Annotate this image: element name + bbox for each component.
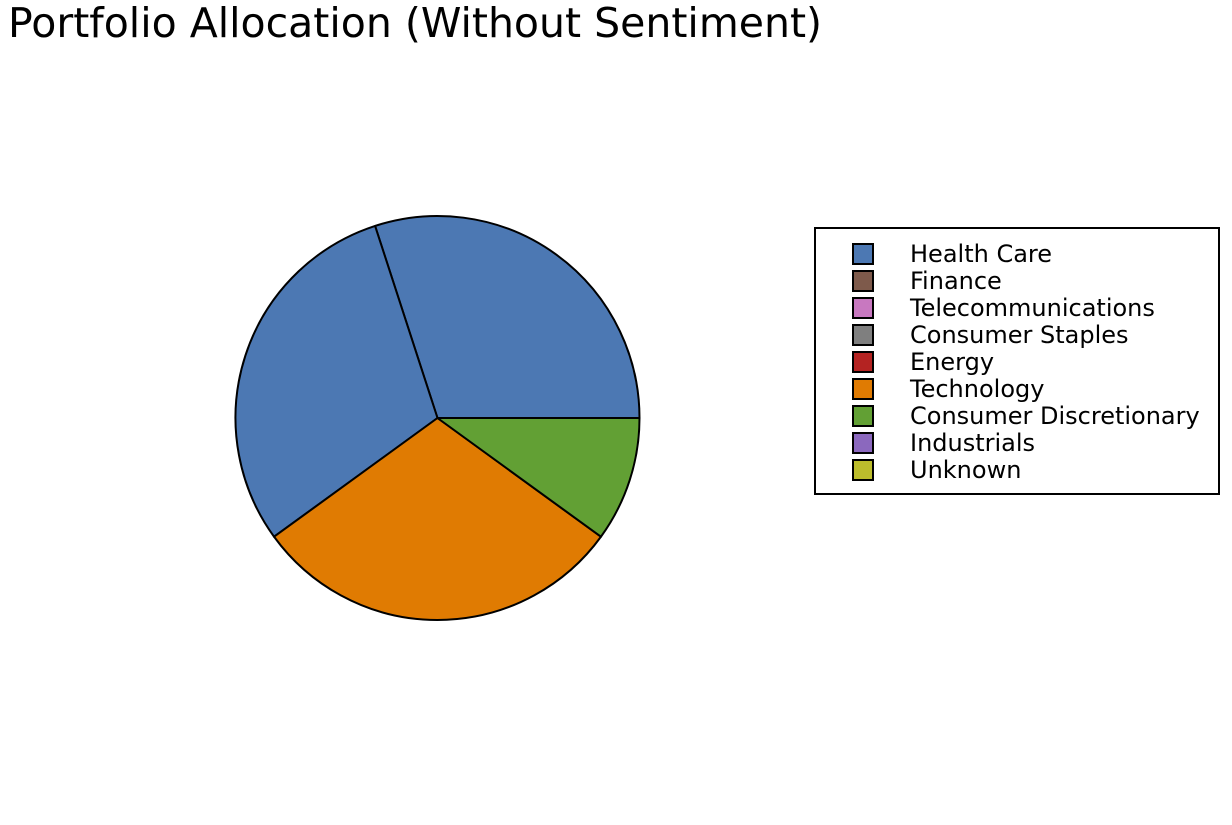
legend-swatch-health-care: [852, 243, 874, 265]
legend-swatch-telecommunications: [852, 297, 874, 319]
legend-item-energy: Energy: [852, 349, 994, 375]
pie-slice-consumer-discretionary-3: [436, 417, 641, 538]
legend-label-energy: Energy: [910, 348, 995, 376]
legend-item-finance: Finance: [852, 268, 1002, 294]
legend-item-unknown: Unknown: [852, 457, 1021, 483]
legend-swatch-industrials: [852, 432, 874, 454]
legend-label-consumer-discretionary: Consumer Discretionary: [910, 402, 1200, 430]
legend-label-consumer-staples: Consumer Staples: [910, 321, 1129, 349]
legend-label-unknown: Unknown: [910, 456, 1022, 484]
legend-label-industrials: Industrials: [910, 429, 1036, 457]
legend-label-technology: Technology: [910, 375, 1045, 403]
legend-swatch-energy: [852, 351, 874, 373]
legend-swatch-technology: [852, 378, 874, 400]
legend-swatch-consumer-staples: [852, 324, 874, 346]
legend-label-finance: Finance: [910, 267, 1002, 295]
legend-item-industrials: Industrials: [852, 430, 1035, 456]
pie-slice-health-care-0: [374, 215, 641, 419]
legend-swatch-finance: [852, 270, 874, 292]
pie-slice-technology-2: [273, 417, 602, 621]
legend-label-health-care: Health Care: [910, 240, 1053, 268]
legend-item-consumer-discretionary: Consumer Discretionary: [852, 403, 1200, 429]
legend-label-telecommunications: Telecommunications: [910, 294, 1155, 322]
legend-swatch-consumer-discretionary: [852, 405, 874, 427]
chart-title: Portfolio Allocation (Without Sentiment): [8, 0, 823, 47]
legend-item-technology: Technology: [852, 376, 1044, 402]
legend-item-telecommunications: Telecommunications: [852, 295, 1155, 321]
legend: Health Care Finance Telecommunications Cons…: [814, 227, 1220, 495]
legend-item-consumer-staples: Consumer Staples: [852, 322, 1129, 348]
legend-swatch-unknown: [852, 459, 874, 481]
legend-item-health-care: Health Care: [852, 241, 1052, 267]
pie-slice-health-care-1: [234, 224, 439, 538]
